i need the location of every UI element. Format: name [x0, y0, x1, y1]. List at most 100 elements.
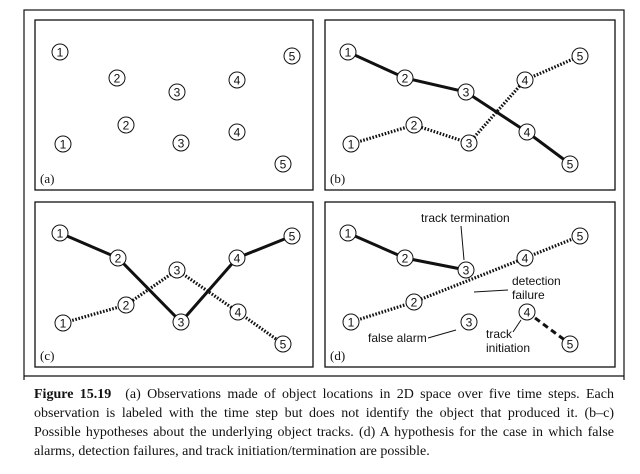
observation-node-circle — [561, 335, 579, 353]
panel-b-track-dotted-1 — [350, 54, 581, 146]
observation-node-label: 1 — [345, 227, 352, 241]
observation-node-label: 4 — [234, 252, 241, 266]
observation-node-label: 1 — [57, 46, 64, 60]
observation-node: 4 — [518, 123, 536, 141]
observation-node-circle — [460, 134, 478, 152]
observation-node: 1 — [51, 224, 69, 242]
observation-node: 3 — [457, 83, 475, 101]
observation-node-label: 1 — [60, 138, 67, 152]
observation-node-circle — [228, 123, 246, 141]
observation-node-label: 3 — [466, 137, 473, 151]
observation-node-label: 5 — [280, 158, 287, 172]
observation-node-circle — [283, 47, 301, 65]
observation-node: 1 — [342, 313, 360, 331]
annotation-track-termination: track termination — [421, 211, 510, 225]
observation-node-circle — [571, 47, 589, 65]
observation-node-label: 1 — [57, 227, 64, 241]
panel-d-label: (d) — [330, 348, 345, 363]
observation-node-label: 5 — [289, 50, 296, 64]
observation-node-circle — [51, 224, 69, 242]
observation-node-label: 3 — [463, 86, 470, 100]
observation-node-label: 4 — [522, 74, 529, 88]
observation-node: 2 — [117, 116, 135, 134]
observation-node-label: 3 — [174, 86, 181, 100]
false-alarm-pointer — [427, 329, 457, 339]
observation-node-label: 5 — [280, 338, 287, 352]
observation-node-label: 2 — [402, 252, 409, 266]
observation-node-label: 3 — [463, 264, 470, 278]
observation-node-label: 2 — [114, 72, 121, 86]
observation-node: 5 — [283, 227, 301, 245]
panel-b: 1 2 3 4 5 1 2 3 4 5 (b) — [324, 19, 616, 191]
observation-node: 2 — [405, 293, 423, 311]
observation-node: 4 — [518, 303, 536, 321]
observation-node: 5 — [571, 227, 589, 245]
annotation-detection-failure-1: detection — [512, 274, 561, 288]
observation-node-circle — [228, 249, 246, 267]
observation-node: 1 — [51, 43, 69, 61]
annotation-detection-failure-2: failure — [512, 288, 545, 302]
annotation-track-initiation-1: track — [486, 327, 513, 341]
annotation-false-alarm: false alarm — [368, 331, 427, 345]
observation-node-label: 2 — [123, 299, 130, 313]
panel-a: 1 2 3 4 5 1 2 3 4 5 (a) — [34, 19, 314, 191]
observation-node: 1 — [339, 224, 357, 242]
observation-node-label: 2 — [123, 119, 130, 133]
observation-node-circle — [54, 135, 72, 153]
observation-node-label: 5 — [567, 158, 574, 172]
observation-node-circle — [274, 155, 292, 173]
observation-node-circle — [571, 227, 589, 245]
observation-node: 1 — [342, 135, 360, 153]
observation-node-circle — [396, 249, 414, 267]
observation-node-circle — [516, 71, 534, 89]
panel-d-track-dashed-2 — [526, 310, 571, 346]
observation-node: 1 — [54, 314, 72, 332]
observation-node-circle — [342, 135, 360, 153]
detection-failure-pointer — [473, 289, 509, 293]
panel-d-frame — [324, 201, 616, 368]
observation-node-label: 5 — [577, 230, 584, 244]
figure-diagram: 1234512345(a)1234512345(b)1234512345(c)1… — [23, 9, 625, 471]
observation-node-circle — [108, 69, 126, 87]
observation-node-circle — [457, 83, 475, 101]
observation-node: 2 — [396, 69, 414, 87]
observation-node-label: 4 — [524, 126, 531, 140]
annotation-track-initiation-2: initiation — [486, 341, 530, 355]
observation-node-circle — [117, 116, 135, 134]
observation-node: 5 — [571, 47, 589, 65]
observation-node: 3 — [460, 313, 478, 331]
observation-node: 2 — [396, 249, 414, 267]
observation-node-circle — [172, 313, 190, 331]
observation-node: 4 — [228, 71, 246, 89]
observation-node: 5 — [274, 335, 292, 353]
observation-node-label: 2 — [402, 72, 409, 86]
observation-node-circle — [405, 116, 423, 134]
observation-node: 2 — [109, 249, 127, 267]
observation-node-circle — [54, 314, 72, 332]
figure-caption: Figure 15.19 (a) Observations made of obj… — [34, 385, 614, 461]
observation-node-label: 5 — [567, 338, 574, 352]
panel-a-frame — [34, 19, 314, 191]
observation-node-label: 2 — [411, 296, 418, 310]
panel-b-frame — [324, 19, 616, 191]
observation-node: 3 — [168, 83, 186, 101]
observation-node-circle — [460, 313, 478, 331]
observation-node-circle — [117, 296, 135, 314]
observation-node-circle — [518, 123, 536, 141]
observation-node-circle — [172, 134, 190, 152]
observation-node-label: 1 — [345, 46, 352, 60]
observation-node-circle — [274, 335, 292, 353]
observation-node-circle — [283, 227, 301, 245]
observation-node: 4 — [229, 303, 247, 321]
observation-node: 5 — [283, 47, 301, 65]
observation-node-circle — [405, 293, 423, 311]
observation-node-label: 1 — [60, 317, 67, 331]
figure-frame — [23, 9, 625, 471]
panel-c: 1 2 3 4 5 1 2 3 4 5 (c) — [34, 201, 314, 368]
observation-node-circle — [339, 43, 357, 61]
observation-node-circle — [228, 71, 246, 89]
panel-b-label: (b) — [330, 171, 345, 186]
observation-node-label: 3 — [178, 137, 185, 151]
observation-node-circle — [516, 249, 534, 267]
